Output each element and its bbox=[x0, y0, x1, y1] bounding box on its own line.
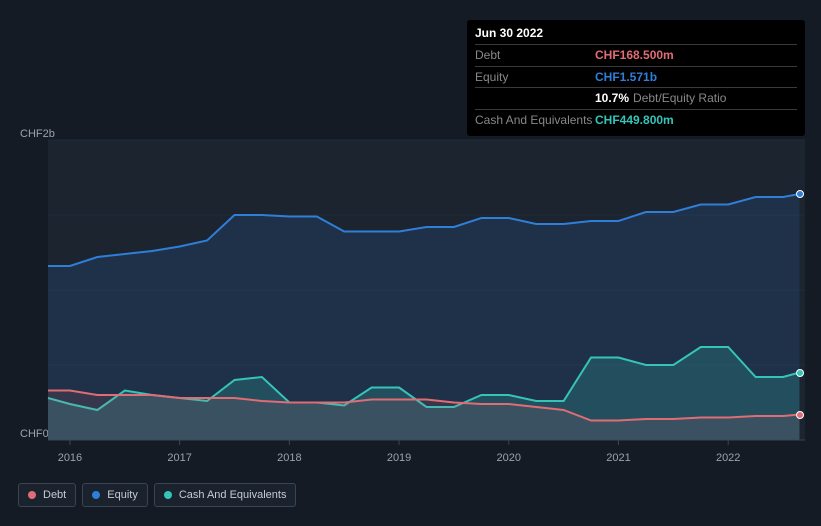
legend-label: Equity bbox=[107, 489, 138, 501]
x-axis-label: 2021 bbox=[606, 452, 630, 464]
legend-item[interactable]: Cash And Equivalents bbox=[154, 483, 297, 507]
legend-label: Debt bbox=[43, 489, 66, 501]
x-axis-label: 2018 bbox=[277, 452, 301, 464]
series-end-marker bbox=[796, 190, 804, 198]
x-axis-label: 2019 bbox=[387, 452, 411, 464]
x-axis-label: 2022 bbox=[716, 452, 740, 464]
debt-equity-chart bbox=[0, 0, 821, 526]
series-end-marker bbox=[796, 411, 804, 419]
legend-item[interactable]: Equity bbox=[82, 483, 148, 507]
legend-label: Cash And Equivalents bbox=[179, 489, 287, 501]
legend-dot-icon bbox=[164, 491, 172, 499]
x-axis-label: 2016 bbox=[58, 452, 82, 464]
legend-dot-icon bbox=[92, 491, 100, 499]
series-end-marker bbox=[796, 369, 804, 377]
chart-legend: Debt Equity Cash And Equivalents bbox=[18, 483, 296, 507]
legend-dot-icon bbox=[28, 491, 36, 499]
x-axis-label: 2020 bbox=[497, 452, 521, 464]
legend-item[interactable]: Debt bbox=[18, 483, 76, 507]
x-axis-label: 2017 bbox=[167, 452, 191, 464]
